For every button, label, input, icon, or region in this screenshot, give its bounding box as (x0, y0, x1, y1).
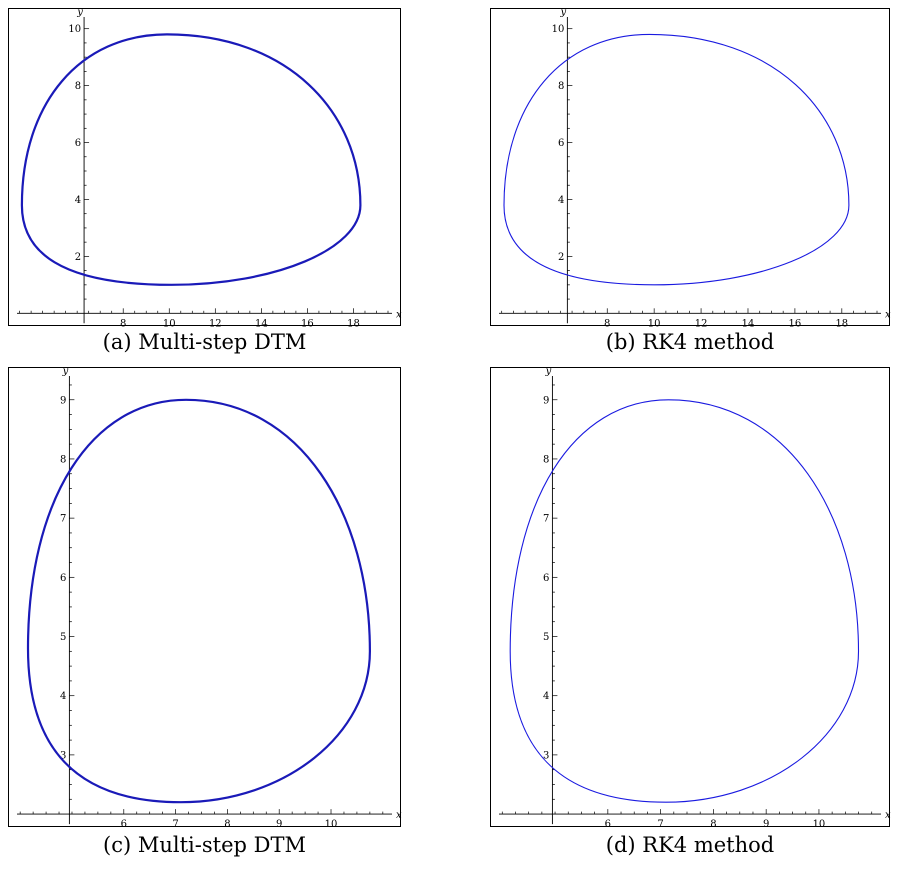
limit-cycle-curve (503, 33, 850, 286)
limit-cycle-curve (509, 399, 860, 803)
y-tick-label: 3 (60, 750, 66, 761)
y-axis-name: y (545, 366, 552, 377)
y-tick-label: 7 (543, 514, 549, 525)
y-axis-name: y (76, 7, 83, 18)
y-tick-label: 4 (558, 195, 564, 206)
x-axis-name: x (885, 309, 891, 320)
x-tick-label: 18 (347, 318, 360, 329)
x-tick-label: 18 (835, 318, 848, 329)
x-tick-label: 9 (763, 819, 769, 830)
x-axis-name: x (396, 309, 402, 320)
y-tick-label: 8 (558, 81, 564, 92)
plot-panel-c: 6 7 8 9 10 3 4 5 6 7 8 9 x y (8, 366, 402, 830)
y-tick-label: 8 (75, 81, 81, 92)
x-tick-label: 12 (695, 318, 708, 329)
caption-a: (a) Multi-step DTM (102, 330, 307, 354)
y-tick-label: 9 (60, 395, 66, 406)
y-tick-label: 5 (543, 632, 549, 643)
caption-b: (b) RK4 method (605, 330, 775, 354)
y-tick-label: 3 (543, 750, 549, 761)
y-tick-label: 8 (60, 454, 66, 465)
y-tick-label: 10 (68, 24, 81, 35)
y-tick-label: 9 (543, 395, 549, 406)
x-tick-label: 9 (276, 819, 282, 830)
y-tick-label: 7 (60, 514, 66, 525)
x-tick-label: 8 (120, 318, 126, 329)
x-tick-label: 6 (605, 819, 611, 830)
x-tick-label: 14 (742, 318, 755, 329)
x-tick-label: 16 (789, 318, 802, 329)
caption-d: (d) RK4 method (605, 833, 775, 857)
x-tick-label: 14 (255, 318, 268, 329)
plot-svg-c: 6 7 8 9 10 3 4 5 6 7 8 9 x y (17, 366, 402, 830)
limit-cycle-curve (26, 398, 371, 804)
y-axis-name: y (62, 366, 69, 377)
caption-c: (c) Multi-step DTM (103, 833, 306, 857)
x-tick-label: 10 (325, 819, 338, 830)
y-tick-label: 8 (543, 454, 549, 465)
y-tick-label: 6 (75, 138, 81, 149)
x-tick-label: 10 (813, 819, 826, 830)
plot-svg-d: 6 7 8 9 10 3 4 5 6 7 8 9 x y (499, 366, 891, 830)
y-tick-label: 4 (60, 691, 66, 702)
limit-cycle-curve (20, 33, 362, 286)
x-tick-label: 16 (301, 318, 314, 329)
plot-svg-a: 8 10 12 14 16 18 2 4 6 8 10 x y (17, 7, 402, 329)
x-axis-name: x (885, 810, 891, 821)
y-tick-label: 10 (552, 24, 565, 35)
plot-svg-b: 8 10 12 14 16 18 2 4 6 8 10 x y (499, 7, 891, 329)
plot-panel-d: 6 7 8 9 10 3 4 5 6 7 8 9 x y (490, 366, 891, 830)
y-tick-label: 6 (558, 138, 564, 149)
y-tick-label: 4 (543, 691, 549, 702)
plot-panel-b: 8 10 12 14 16 18 2 4 6 8 10 x y (490, 7, 891, 329)
x-tick-label: 7 (657, 819, 663, 830)
x-tick-label: 10 (648, 318, 661, 329)
x-tick-label: 10 (163, 318, 176, 329)
plot-panel-a: 8 10 12 14 16 18 2 4 6 8 10 x y (8, 7, 402, 329)
y-tick-label: 2 (558, 252, 564, 263)
y-tick-label: 2 (75, 252, 81, 263)
x-axis-name: x (396, 810, 402, 821)
y-tick-label: 5 (60, 632, 66, 643)
x-tick-label: 8 (710, 819, 716, 830)
x-tick-label: 12 (209, 318, 222, 329)
y-tick-label: 4 (75, 195, 81, 206)
y-tick-label: 6 (60, 573, 66, 584)
y-tick-label: 6 (543, 573, 549, 584)
x-tick-label: 7 (172, 819, 178, 830)
x-tick-label: 8 (604, 318, 610, 329)
x-tick-label: 6 (121, 819, 127, 830)
y-axis-name: y (560, 7, 567, 18)
x-tick-label: 8 (224, 819, 230, 830)
